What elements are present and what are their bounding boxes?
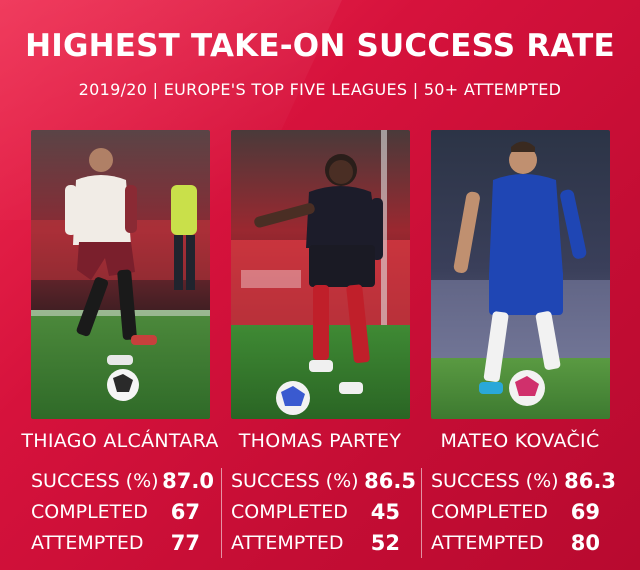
stat-label-success: SUCCESS (%) [431,470,559,492]
player-photo-partey [231,130,410,419]
column-divider [421,468,422,558]
player-name-thiago: THIAGO ALCÁNTARA [21,430,219,452]
player-photo-kovacic [431,130,610,419]
stat-value-attempted: 52 [370,531,400,555]
stat-value-success: 86.5 [364,469,416,493]
stat-value-success: 86.3 [564,469,616,493]
stat-value-completed: 45 [370,500,400,524]
stat-label-attempted: ATTEMPTED [31,532,144,554]
stat-value-attempted: 77 [170,531,200,555]
stat-label-success: SUCCESS (%) [31,470,159,492]
stat-value-attempted: 80 [570,531,600,555]
column-divider [221,468,222,558]
stat-value-completed: 67 [170,500,200,524]
player-photo-thiago [31,130,210,419]
stat-label-success: SUCCESS (%) [231,470,359,492]
stat-value-success: 87.0 [162,469,214,493]
stat-label-attempted: ATTEMPTED [431,532,544,554]
stat-value-completed: 69 [570,500,600,524]
page-subtitle: 2019/20 | EUROPE'S TOP FIVE LEAGUES | 50… [78,80,562,99]
player-name-kovacic: MATEO KOVAČIĆ [440,430,600,452]
stat-label-completed: COMPLETED [231,501,348,523]
stat-label-attempted: ATTEMPTED [231,532,344,554]
player-name-partey: THOMAS PARTEY [238,430,402,452]
page-title: HIGHEST TAKE-ON SUCCESS RATE [25,28,615,64]
stat-label-completed: COMPLETED [31,501,148,523]
stat-label-completed: COMPLETED [431,501,548,523]
